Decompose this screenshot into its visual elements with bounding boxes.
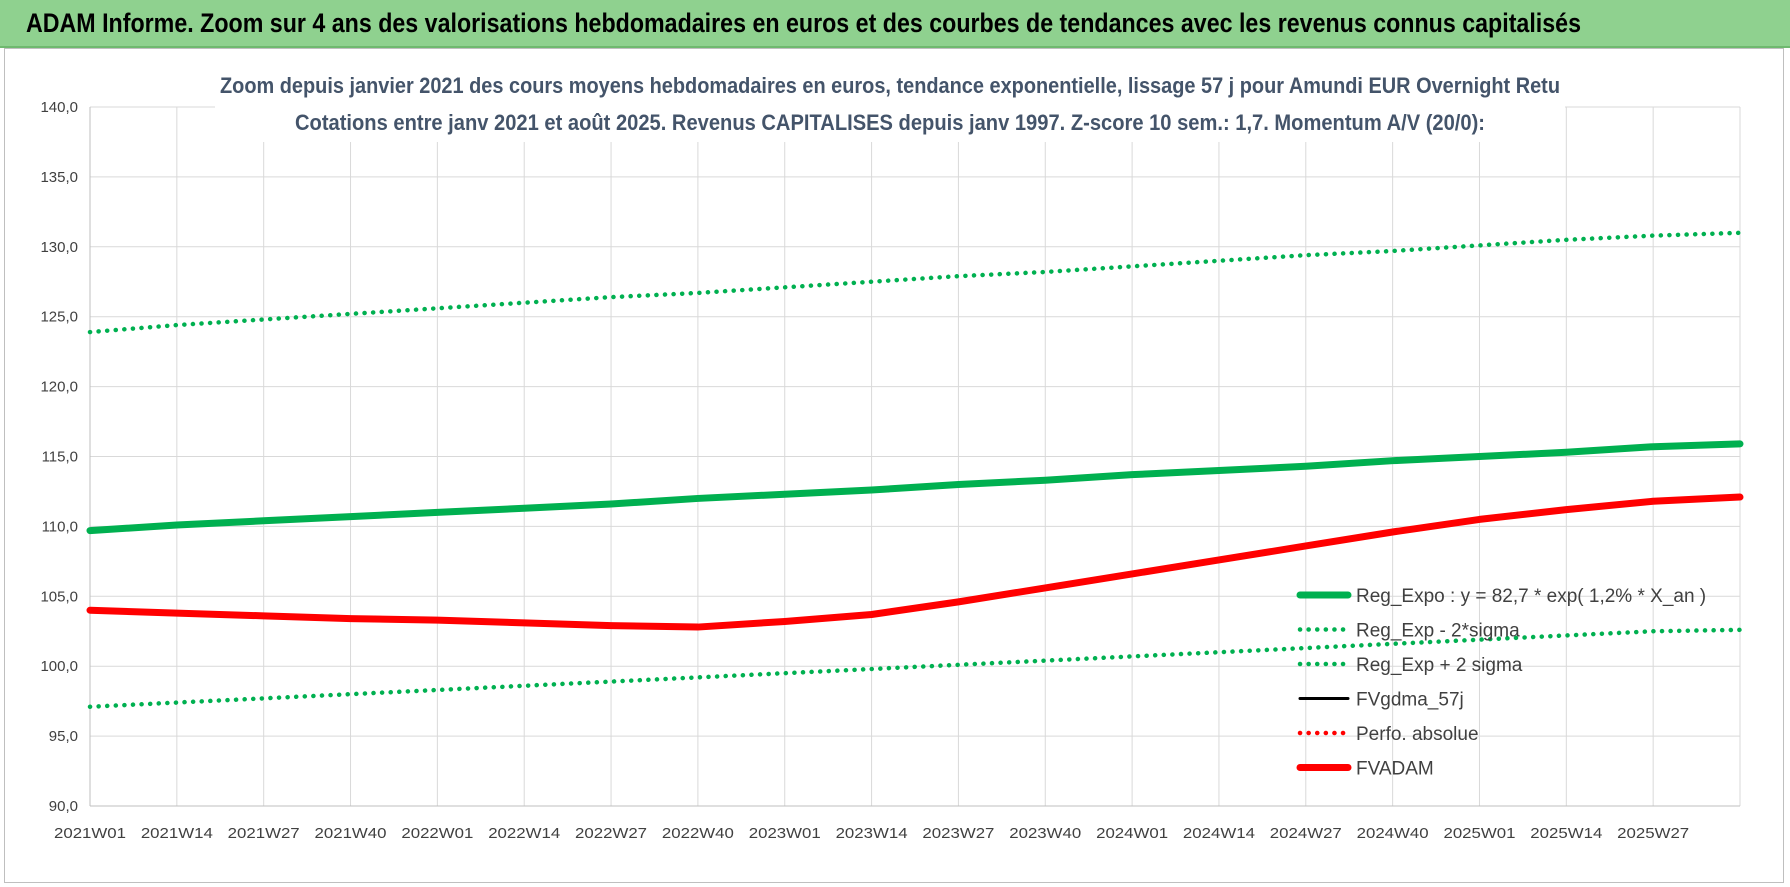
x-tick-label: 2023W27 — [922, 825, 994, 842]
y-tick-label: 90,0 — [49, 798, 78, 815]
chart-frame — [4, 48, 1784, 883]
x-tick-label: 2021W27 — [228, 825, 300, 842]
x-tick-label: 2024W14 — [1183, 825, 1255, 842]
y-tick-label: 110,0 — [42, 518, 78, 535]
chart-title-line2: Cotations entre janv 2021 et août 2025. … — [295, 110, 1485, 135]
banner: ADAM Informe. Zoom sur 4 ans des valoris… — [0, 0, 1790, 48]
y-tick-label: 120,0 — [40, 379, 78, 396]
banner-title: ADAM Informe. Zoom sur 4 ans des valoris… — [26, 8, 1581, 38]
x-tick-label: 2024W27 — [1270, 825, 1342, 842]
series-line-1 — [87, 627, 1743, 709]
x-tick-label: 2023W01 — [749, 825, 821, 842]
x-tick-label: 2022W14 — [488, 825, 560, 842]
chart-title-line1: Zoom depuis janvier 2021 des cours moyen… — [220, 73, 1560, 98]
y-tick-label: 140,0 — [40, 99, 78, 116]
y-tick-label: 95,0 — [49, 728, 78, 745]
x-tick-label: 2022W27 — [575, 825, 647, 842]
x-tick-label: 2021W14 — [141, 825, 213, 842]
x-tick-label: 2024W01 — [1096, 825, 1168, 842]
series-line-2 — [87, 230, 1743, 335]
chart-title-bg — [215, 66, 1565, 142]
x-tick-label: 2025W01 — [1443, 825, 1515, 842]
x-tick-label: 2023W14 — [836, 825, 908, 842]
y-tick-label: 115,0 — [42, 449, 78, 466]
chart-legend: Reg_Expo : y = 82,7 * exp( 1,2% * X_an )… — [1296, 586, 1706, 780]
x-tick-label: 2023W40 — [1009, 825, 1081, 842]
legend-label: Reg_Expo : y = 82,7 * exp( 1,2% * X_an ) — [1356, 586, 1706, 607]
chart-title: Zoom depuis janvier 2021 des cours moyen… — [215, 66, 1565, 142]
legend-label: FVADAM — [1356, 759, 1434, 780]
legend-label: FVgdma_57j — [1356, 690, 1464, 711]
x-tick-label: 2021W40 — [315, 825, 387, 842]
x-tick-label: 2024W40 — [1357, 825, 1429, 842]
y-tick-label: 130,0 — [40, 239, 78, 256]
legend-label: Reg_Exp + 2 sigma — [1356, 655, 1523, 676]
series-line-4 — [87, 494, 1743, 630]
x-tick-label: 2022W40 — [662, 825, 734, 842]
chart-series — [86, 230, 1744, 709]
y-tick-label: 100,0 — [40, 658, 78, 675]
y-tick-label: 125,0 — [40, 309, 78, 326]
x-tick-label: 2025W14 — [1530, 825, 1602, 842]
legend-label: Reg_Exp - 2*sigma — [1356, 621, 1520, 642]
series-line-0 — [86, 440, 1744, 535]
y-tick-label: 135,0 — [40, 169, 78, 186]
legend-label: Perfo. absolue — [1356, 724, 1479, 745]
x-tick-label: 2021W01 — [54, 825, 126, 842]
x-tick-label: 2022W01 — [401, 825, 473, 842]
chart-axes: 90,0 95,0 100,0 105,0 110,0 115,0 120,0 125,0 13… — [40, 99, 1740, 842]
x-tick-label: 2025W27 — [1617, 825, 1689, 842]
y-tick-label: 105,0 — [40, 588, 78, 605]
